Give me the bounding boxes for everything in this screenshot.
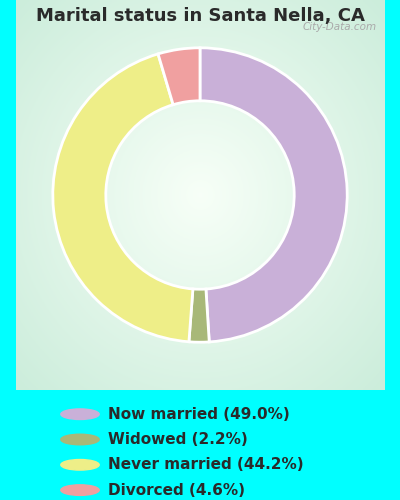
Text: Now married (49.0%): Now married (49.0%) bbox=[108, 406, 290, 422]
Circle shape bbox=[61, 460, 99, 470]
Circle shape bbox=[61, 409, 99, 420]
Wedge shape bbox=[200, 48, 347, 342]
Circle shape bbox=[61, 485, 99, 496]
Text: Marital status in Santa Nella, CA: Marital status in Santa Nella, CA bbox=[36, 8, 364, 26]
Wedge shape bbox=[189, 289, 209, 342]
Text: Never married (44.2%): Never married (44.2%) bbox=[108, 458, 304, 472]
Text: Divorced (4.6%): Divorced (4.6%) bbox=[108, 482, 245, 498]
Text: City-Data.com: City-Data.com bbox=[302, 22, 377, 32]
Circle shape bbox=[61, 434, 99, 445]
Text: Widowed (2.2%): Widowed (2.2%) bbox=[108, 432, 248, 447]
Wedge shape bbox=[53, 54, 193, 342]
Wedge shape bbox=[158, 48, 200, 104]
